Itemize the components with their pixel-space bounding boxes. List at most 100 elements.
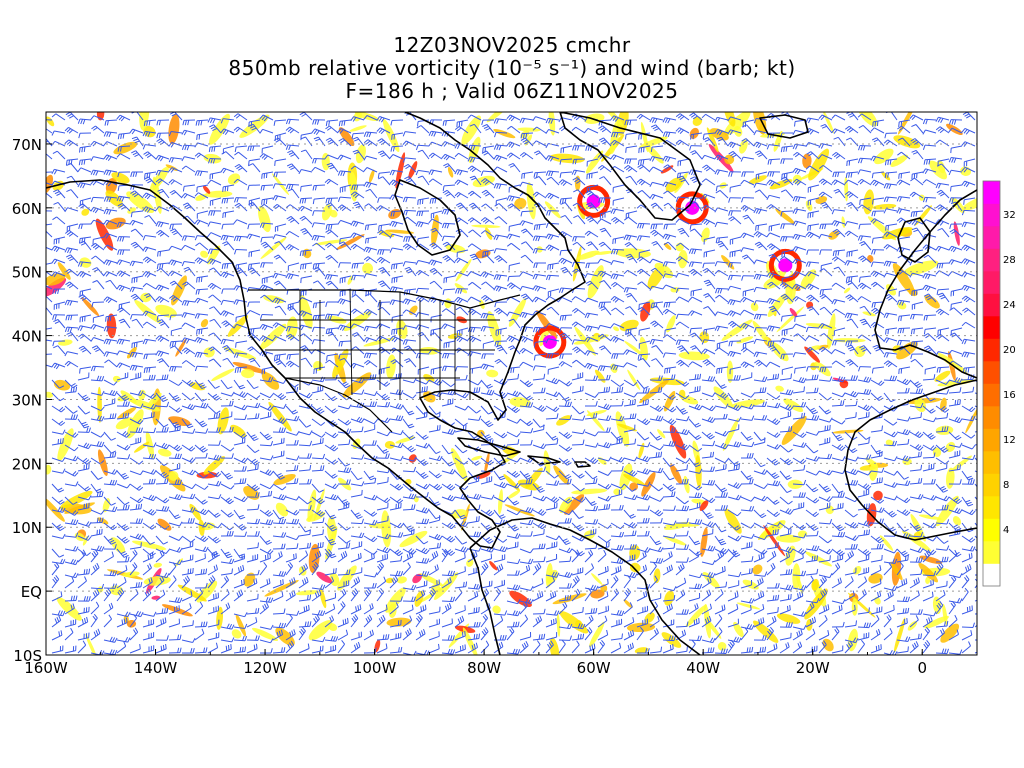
vorticity-patch [666,315,676,333]
wind-barb [208,145,222,153]
vorticity-patch [689,127,699,139]
wind-barb [376,116,391,123]
wind-barb [273,137,287,147]
wind-barb [78,132,92,139]
vorticity-patch [462,627,478,655]
wind-barb [897,137,911,147]
vorticity-patch [753,620,779,643]
vorticity-patch [918,514,942,520]
wind-barb [481,119,495,126]
vorticity-patch [395,436,415,444]
vorticity-patch [640,301,651,322]
vorticity-patch [556,415,571,426]
vorticity-patch [937,378,975,387]
wind-barb [545,117,560,124]
wind-barb [131,136,144,147]
vorticity-patch [874,148,894,165]
wind-barb [91,125,105,134]
vorticity-patch [133,441,150,453]
vorticity-patch [261,372,280,390]
wind-barb [922,144,937,150]
wind-barb [64,139,79,147]
wind-barb [701,113,716,121]
cyclone-core [542,334,557,349]
vorticity-patch [937,352,968,374]
vorticity-patch [913,531,922,541]
wind-barb [311,128,326,135]
vorticity-patch [736,336,754,344]
cyclone-ring [577,184,611,218]
lon-tick-label: 60W [577,659,611,677]
wind-barb [350,116,365,122]
wind-barb [325,137,339,147]
colorbar-label: 28 [1003,255,1016,266]
wind-barb [51,130,66,136]
vorticity-patch [498,488,503,515]
wind-barb [285,126,300,134]
wind-barb [338,119,352,127]
vorticity-patch [115,417,134,430]
vorticity-patch [800,269,817,290]
vorticity-patch [663,242,672,250]
wind-barb [129,128,144,135]
lat-tick-label: 40N [12,328,42,346]
lat-tick-label: EQ [21,583,42,601]
vorticity-patch [589,621,605,648]
vorticity-patch [145,431,155,459]
wind-barb [610,139,625,147]
wind-barb [312,119,326,125]
vorticity-patch [258,205,271,233]
lat-tick-label: 10S [13,647,42,665]
vorticity-patch [564,494,585,515]
wind-barb [351,132,365,139]
vorticity-patch [873,490,883,501]
wind-barb [77,118,92,125]
vorticity-patch [337,565,357,591]
wind-barb [506,125,521,134]
vorticity-patch [153,562,163,568]
vorticity-patch [781,415,807,445]
wind-barb [363,115,378,121]
wind-barb [935,116,950,124]
wind-barb [780,145,794,153]
wind-barb [377,138,391,147]
vorticity-patch [484,451,490,475]
vorticity-patch [504,504,535,517]
vorticity-patch [893,135,921,149]
vorticity-patch [46,272,66,286]
vorticity-patch [151,595,161,600]
vorticity-patch [634,647,649,654]
wind-barb [261,145,274,154]
colorbar-swatch [983,316,1000,339]
vorticity-patch [243,572,256,587]
vorticity-patch [862,311,876,317]
wind-barb [870,127,885,134]
wind-barb [598,125,612,134]
wind-barb [285,144,300,151]
vorticity-patch [805,323,837,330]
vorticity-patch [664,590,675,606]
vorticity-patch [590,589,605,599]
vorticity-patch [200,319,209,328]
vorticity-patch [752,320,771,346]
wind-barb [117,132,131,140]
vorticity-patch [925,576,931,584]
vorticity-patch [893,617,906,653]
cyclone-core [778,258,793,273]
wind-barb [104,119,118,126]
wind-barb [195,119,209,126]
vorticity-patch [577,250,600,260]
vorticity-patch [308,620,333,641]
vorticity-patch [600,112,624,127]
vorticity-patch [368,169,375,183]
wind-barb [662,117,677,124]
vorticity-patch [763,525,786,557]
vorticity-patch [775,385,784,392]
wind-barb [79,145,92,153]
wind-barb [300,132,313,141]
wind-barb [961,127,976,135]
wind-barb [753,118,768,124]
vorticity-patch [81,208,90,216]
wind-barb [220,118,235,124]
